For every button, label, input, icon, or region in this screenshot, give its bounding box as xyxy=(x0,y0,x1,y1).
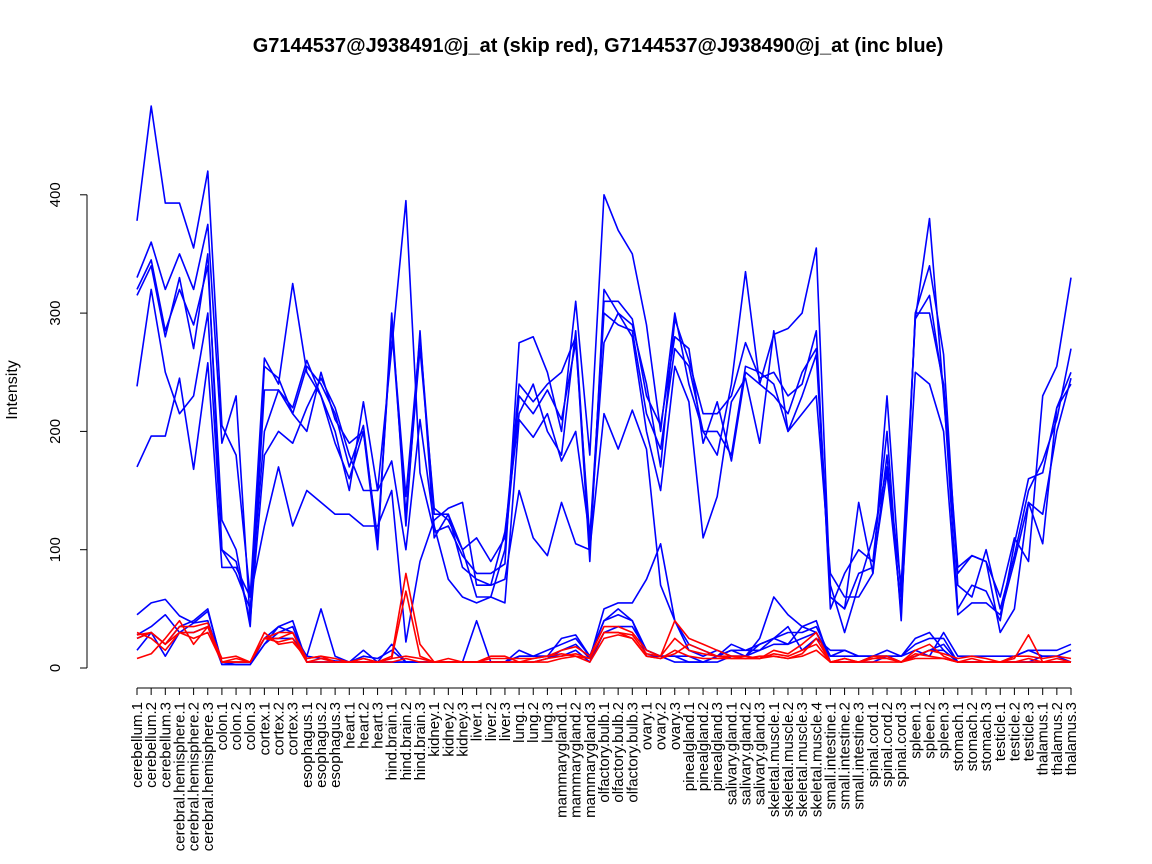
y-axis-label: Intensity xyxy=(4,360,21,420)
x-tick-label: liver.1 xyxy=(469,702,486,741)
x-tick-label: lung.2 xyxy=(525,702,542,743)
series-line xyxy=(136,253,1072,616)
x-tick-label: liver.2 xyxy=(483,702,500,741)
x-tick-label: small.intestine.2 xyxy=(837,702,854,810)
x-tick-label: salivary.gland.3 xyxy=(752,702,769,805)
x-tick-label: pinealgland.1 xyxy=(681,702,698,791)
x-tick-label: mammarygland.2 xyxy=(568,702,585,818)
series-line xyxy=(136,625,1071,663)
x-tick-label: cortex.1 xyxy=(256,702,273,755)
x-tick-label: skeletal.muscle.1 xyxy=(766,702,783,817)
x-tick-label: spleen.3 xyxy=(936,702,953,759)
x-tick-label: ovary.1 xyxy=(638,702,655,750)
x-tick-label: kidney.2 xyxy=(440,702,457,757)
x-tick-label: stomach.1 xyxy=(950,702,967,771)
x-tick-label: testicle.3 xyxy=(1021,702,1038,761)
x-tick-label: olfactory.bulb.1 xyxy=(596,702,613,803)
chart-title: G7144537@J938491@j_at (skip red), G71445… xyxy=(253,35,944,57)
series-group xyxy=(136,105,1072,666)
x-tick-label: cerebellum.2 xyxy=(143,702,160,788)
x-tick-label: cerebellum.3 xyxy=(157,702,174,788)
x-tick-label: testicle.2 xyxy=(1006,702,1023,761)
y-tick-label: 300 xyxy=(47,301,64,326)
y-tick-label: 400 xyxy=(47,182,64,207)
series-line xyxy=(136,631,1071,663)
x-tick-label: small.intestine.1 xyxy=(822,702,839,810)
series-line xyxy=(136,105,1072,610)
x-tick-label: colon.1 xyxy=(214,702,231,750)
x-tick-label: thalamus.2 xyxy=(1049,702,1066,775)
x-tick-label: skeletal.muscle.3 xyxy=(794,702,811,817)
x-tick-label: spleen.1 xyxy=(907,702,924,759)
x-tick-label: stomach.3 xyxy=(978,702,995,771)
y-tick-label: 0 xyxy=(47,664,64,672)
series-line xyxy=(136,361,1072,658)
x-tick-label: spinal.cord.2 xyxy=(879,702,896,787)
x-tick-label: spinal.cord.1 xyxy=(865,702,882,787)
x-tick-label: heart.2 xyxy=(355,702,372,749)
series-line xyxy=(136,590,1072,663)
x-tick-label: pinealgland.3 xyxy=(709,702,726,791)
y-tick-label: 100 xyxy=(47,537,64,562)
x-tick-label: lung.1 xyxy=(511,702,528,743)
x-tick-label: thalamus.1 xyxy=(1035,702,1052,775)
x-tick-label: colon.3 xyxy=(242,702,259,750)
x-tick-label: thalamus.3 xyxy=(1063,702,1080,775)
x-tick-label: cerebral.hemisphere.2 xyxy=(186,702,203,851)
x-tick-label: spleen.2 xyxy=(921,702,938,759)
x-tick-label: olfactory.bulb.3 xyxy=(624,702,641,803)
x-axis: cerebellum.1cerebellum.2cerebellum.3cere… xyxy=(129,687,1080,851)
y-tick-label: 200 xyxy=(47,419,64,444)
x-tick-label: cerebral.hemisphere.1 xyxy=(171,702,188,851)
x-tick-label: cortex.3 xyxy=(285,702,302,755)
x-tick-label: cerebellum.1 xyxy=(129,702,146,788)
x-tick-label: cerebral.hemisphere.3 xyxy=(200,702,217,851)
x-tick-label: pinealgland.2 xyxy=(695,702,712,791)
x-tick-label: stomach.2 xyxy=(964,702,981,771)
x-tick-label: small.intestine.3 xyxy=(851,702,868,810)
x-tick-label: testicle.1 xyxy=(992,702,1009,761)
x-tick-label: lung.3 xyxy=(539,702,556,743)
series-line xyxy=(136,288,1072,634)
y-axis: 0 100 200 300 400 xyxy=(47,182,88,672)
x-tick-label: liver.3 xyxy=(497,702,514,741)
x-tick-label: skeletal.muscle.4 xyxy=(808,702,825,817)
x-tick-label: esophagus.3 xyxy=(327,702,344,788)
x-tick-label: hind.brain.3 xyxy=(412,702,429,780)
x-tick-label: heart.1 xyxy=(341,702,358,749)
x-tick-label: esophagus.1 xyxy=(299,702,316,788)
x-tick-label: salivary.gland.1 xyxy=(723,702,740,805)
x-tick-label: hind.brain.2 xyxy=(398,702,415,780)
series-line xyxy=(136,572,1072,663)
x-tick-label: mammarygland.1 xyxy=(554,702,571,818)
x-tick-label: colon.2 xyxy=(228,702,245,750)
x-tick-label: kidney.3 xyxy=(454,702,471,757)
x-tick-label: ovary.2 xyxy=(653,702,670,750)
x-tick-label: kidney.1 xyxy=(426,702,443,757)
x-tick-label: salivary.gland.2 xyxy=(738,702,755,805)
x-tick-label: spinal.cord.3 xyxy=(893,702,910,787)
x-tick-label: heart.3 xyxy=(370,702,387,749)
x-tick-label: esophagus.2 xyxy=(313,702,330,788)
x-tick-label: skeletal.muscle.2 xyxy=(780,702,797,817)
x-tick-label: mammarygland.3 xyxy=(582,702,599,818)
x-tick-label: cortex.2 xyxy=(271,702,288,755)
x-tick-label: ovary.3 xyxy=(667,702,684,750)
x-tick-label: hind.brain.1 xyxy=(384,702,401,780)
series-line xyxy=(136,223,1072,622)
x-tick-label: olfactory.bulb.2 xyxy=(610,702,627,803)
